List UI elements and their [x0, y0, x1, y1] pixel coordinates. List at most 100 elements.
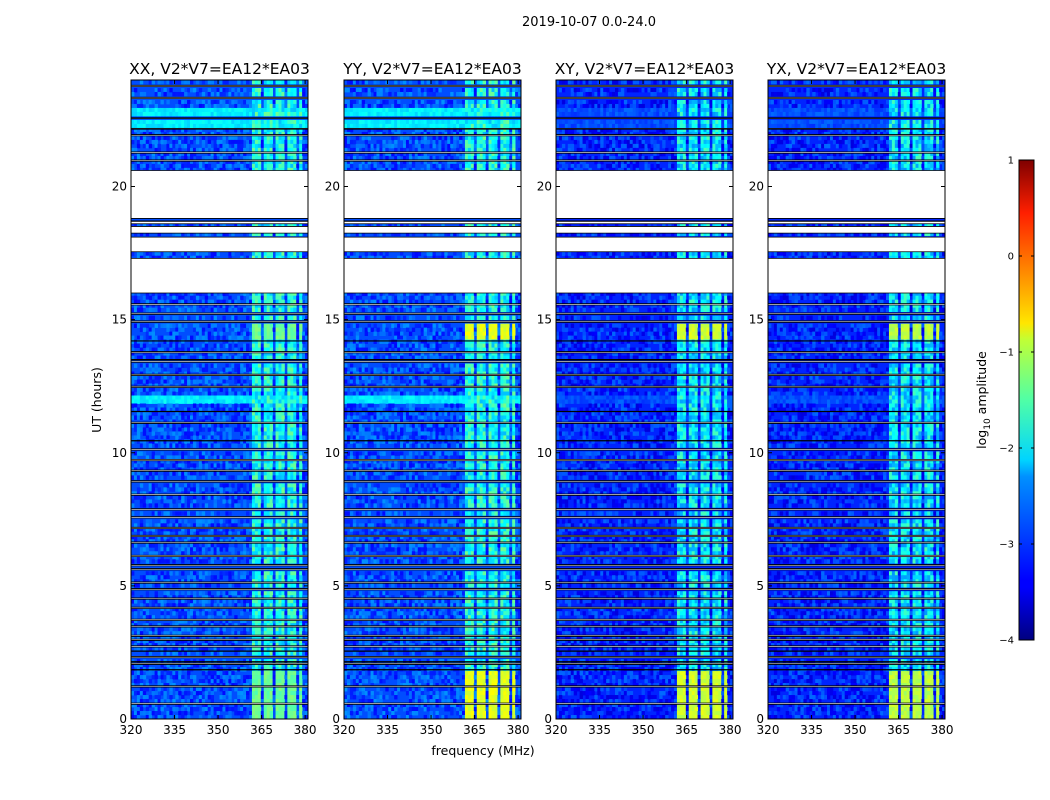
pixel-cell — [266, 123, 271, 129]
pixel-cell — [181, 295, 185, 301]
pixel-cell — [181, 347, 185, 352]
pixel-cell — [257, 303, 262, 309]
pixel-cell — [192, 619, 197, 624]
pixel-cell — [131, 291, 135, 297]
pixel-cell — [290, 543, 294, 548]
pixel-cell — [142, 599, 147, 604]
pixel-cell — [187, 615, 191, 620]
pixel-cell — [210, 495, 214, 500]
pixel-cell — [254, 635, 259, 640]
pixel-cell — [187, 255, 191, 261]
pixel-cell — [299, 231, 303, 237]
pixel-cell — [234, 591, 238, 596]
pixel-cell — [219, 111, 223, 117]
pixel-cell — [166, 679, 170, 684]
pixel-cell — [272, 551, 276, 556]
pixel-cell — [254, 503, 259, 508]
pixel-cell — [254, 303, 259, 309]
pixel-cell — [187, 347, 191, 352]
pixel-cell — [148, 523, 153, 528]
pixel-cell — [145, 651, 150, 656]
pixel-cell — [302, 491, 306, 496]
pixel-cell — [228, 459, 232, 464]
pixel-cell — [207, 87, 212, 93]
pixel-cell — [254, 423, 259, 428]
pixel-cell — [136, 527, 141, 532]
pixel-cell — [284, 99, 288, 105]
pixel-cell — [154, 647, 158, 652]
pixel-cell — [187, 435, 191, 440]
pixel-cell — [172, 427, 176, 432]
pixel-cell — [272, 231, 276, 237]
pixel-cell — [251, 679, 256, 684]
pixel-cell — [246, 391, 250, 396]
pixel-cell — [207, 255, 212, 261]
pixel-cell — [302, 139, 306, 145]
pixel-cell — [136, 103, 141, 109]
pixel-cell — [181, 475, 185, 480]
pixel-cell — [269, 331, 273, 336]
pixel-cell — [254, 459, 259, 464]
pixel-cell — [204, 339, 209, 344]
pixel-cell — [181, 487, 185, 492]
pixel-cell — [163, 579, 167, 584]
pixel-cell — [257, 135, 262, 141]
pixel-cell — [145, 399, 150, 404]
pixel-cell — [195, 315, 200, 321]
pixel-cell — [269, 399, 273, 404]
pixel-cell — [263, 375, 268, 380]
pixel-cell — [157, 459, 161, 464]
pixel-cell — [148, 531, 153, 536]
pixel-cell — [246, 451, 250, 456]
pixel-cell — [287, 715, 291, 719]
pixel-cell — [302, 531, 306, 536]
pixel-cell — [184, 519, 188, 524]
pixel-cell — [139, 255, 144, 261]
pixel-cell — [166, 591, 170, 596]
pixel-cell — [157, 627, 161, 632]
pixel-cell — [139, 151, 144, 157]
pixel-cell — [163, 131, 167, 137]
pixel-cell — [172, 607, 176, 612]
pixel-cell — [163, 523, 167, 528]
pixel-cell — [139, 323, 144, 329]
pixel-cell — [169, 255, 173, 261]
pixel-cell — [290, 375, 294, 380]
pixel-cell — [190, 151, 194, 157]
pixel-cell — [278, 499, 282, 504]
pixel-cell — [190, 675, 194, 680]
pixel-cell — [246, 295, 250, 301]
pixel-cell — [184, 703, 188, 708]
pixel-cell — [136, 111, 141, 117]
pixel-cell — [151, 80, 155, 85]
pixel-cell — [293, 123, 297, 129]
pixel-cell — [190, 471, 194, 476]
pixel-cell — [281, 391, 285, 396]
pixel-cell — [290, 575, 294, 580]
pixel-cell — [260, 571, 265, 576]
pixel-cell — [216, 627, 220, 632]
pixel-cell — [266, 463, 271, 468]
pixel-cell — [166, 711, 170, 716]
pixel-cell — [257, 375, 262, 380]
pixel-cell — [281, 407, 285, 412]
pixel-cell — [251, 559, 256, 564]
pixel-cell — [160, 575, 164, 580]
pixel-cell — [201, 399, 206, 404]
pixel-cell — [145, 679, 150, 684]
pixel-cell — [133, 323, 138, 329]
pixel-cell — [178, 531, 182, 536]
pixel-cell — [142, 327, 147, 332]
pixel-cell — [257, 643, 262, 648]
pixel-cell — [269, 143, 273, 149]
pixel-cell — [260, 395, 265, 400]
pixel-cell — [275, 351, 279, 356]
pixel-cell — [178, 107, 182, 113]
pixel-cell — [263, 427, 268, 432]
pixel-cell — [234, 419, 238, 424]
pixel-cell — [190, 527, 194, 532]
pixel-cell — [201, 651, 206, 656]
pixel-cell — [142, 143, 147, 149]
pixel-cell — [302, 523, 306, 528]
